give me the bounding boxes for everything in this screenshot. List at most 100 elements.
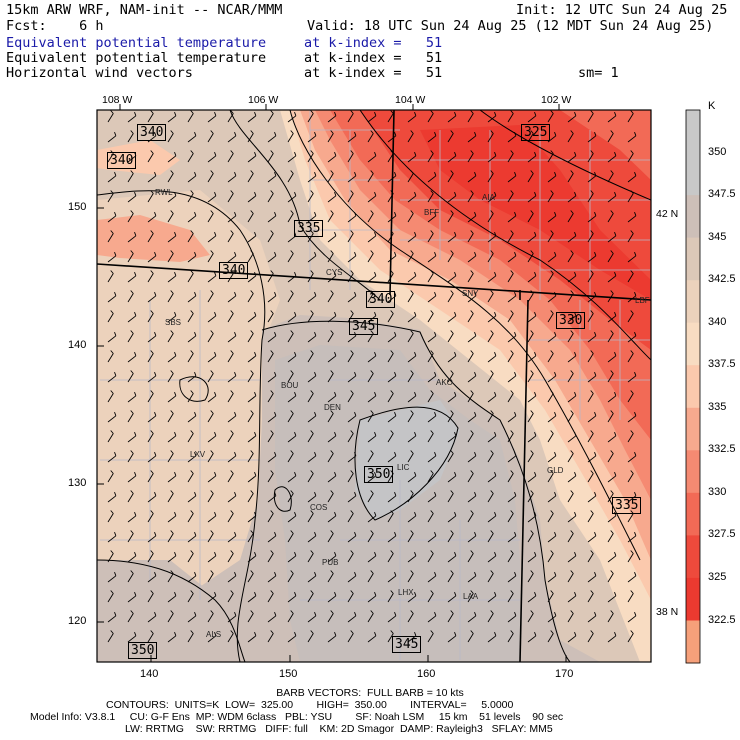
- wind-barb: [147, 615, 157, 623]
- wind-barb: [267, 535, 277, 543]
- wind-barb: [147, 433, 154, 443]
- wind-barb: [387, 335, 397, 343]
- wind-barb: [227, 455, 237, 463]
- wind-barb: [387, 313, 394, 323]
- wind-barb-flag: [130, 330, 134, 334]
- wind-barb: [507, 353, 514, 363]
- wind-barb-flag: [290, 130, 294, 134]
- wind-barb: [567, 195, 577, 203]
- wind-barb-flag: [490, 170, 494, 174]
- wind-barb: [627, 255, 637, 263]
- wind-barb-flag: [134, 431, 137, 436]
- wind-barb-flag: [334, 231, 337, 236]
- wind-barb-flag: [350, 390, 354, 394]
- wind-barb-flag: [290, 370, 294, 374]
- wind-barb: [167, 133, 174, 143]
- wind-barb: [627, 575, 637, 583]
- wind-barb-flag: [554, 571, 557, 576]
- wind-barb-flag: [554, 291, 557, 296]
- wind-barb: [127, 533, 134, 543]
- wind-barb-flag: [134, 271, 137, 276]
- wind-barb-flag: [570, 250, 574, 254]
- wind-barb: [227, 295, 237, 303]
- wind-barb-flag: [154, 331, 157, 336]
- wind-barb-flag: [250, 130, 254, 134]
- wind-barb-flag: [430, 150, 434, 154]
- wind-barb-flag: [194, 371, 197, 376]
- x-tick-160: 160: [417, 668, 436, 680]
- wind-barb-flag: [110, 630, 114, 634]
- wind-barb-flag: [294, 471, 297, 476]
- wind-barb: [247, 373, 254, 383]
- wind-barb: [567, 395, 577, 403]
- wind-barb: [467, 375, 477, 383]
- wind-barb-flag: [634, 611, 637, 616]
- wind-barb-flag: [194, 451, 197, 456]
- wind-barb: [407, 275, 417, 283]
- wind-barb-flag: [454, 391, 457, 396]
- wind-barb-flag: [430, 550, 434, 554]
- field-2-name: Equivalent potential temperature: [6, 50, 267, 66]
- wind-barb: [387, 415, 397, 423]
- wind-barb: [607, 155, 617, 163]
- colorbar-swatch: [686, 195, 700, 239]
- wind-barb: [207, 315, 217, 323]
- wind-barb-flag: [614, 311, 617, 316]
- wind-barb: [307, 135, 317, 143]
- wind-barb: [147, 175, 157, 183]
- wind-barb-flag: [590, 110, 594, 114]
- wind-barb-flag: [114, 331, 117, 336]
- wind-barb: [447, 373, 454, 383]
- wind-barb-flag: [414, 511, 417, 516]
- wind-barb-flag: [474, 531, 477, 536]
- wind-barb: [147, 455, 157, 463]
- lat-label-38n: 38 N: [656, 606, 679, 618]
- wind-barb: [307, 113, 314, 123]
- wind-barb-flag: [250, 570, 254, 574]
- wind-barb-flag: [374, 631, 377, 636]
- wind-barb-flag: [130, 570, 134, 574]
- wind-barb: [167, 155, 177, 163]
- wind-barb-flag: [630, 150, 634, 154]
- wind-barb-flag: [510, 150, 514, 154]
- colorbar-level-label: 330: [708, 485, 727, 498]
- wind-barb: [487, 115, 497, 123]
- wind-barb: [367, 355, 377, 363]
- wind-barb-flag: [574, 231, 577, 236]
- wind-barb: [127, 435, 137, 443]
- wind-barb-flag: [550, 230, 554, 234]
- wind-barb-flag: [350, 230, 354, 234]
- wind-barb-flag: [290, 290, 294, 294]
- wind-barb: [427, 215, 437, 223]
- wind-barb: [127, 613, 134, 623]
- wind-barb-flag: [310, 270, 314, 274]
- wind-barb: [627, 415, 637, 423]
- wind-barb: [527, 333, 534, 343]
- wind-barb: [407, 533, 414, 543]
- wind-barb: [107, 273, 114, 283]
- wind-barb: [267, 575, 277, 583]
- wind-barb-flag: [194, 491, 197, 496]
- wind-barb: [587, 473, 594, 483]
- station-label: ALS: [206, 630, 222, 639]
- colorbar-level-label: 325: [708, 570, 727, 583]
- wind-barb-flag: [430, 270, 434, 274]
- wind-barb: [507, 135, 517, 143]
- wind-barb-flag: [590, 630, 594, 634]
- wind-barb: [367, 293, 374, 303]
- wind-barb: [127, 493, 134, 503]
- wind-barb: [167, 475, 177, 483]
- wind-barb-flag: [170, 170, 174, 174]
- wind-barb: [547, 553, 554, 563]
- wind-barb-flag: [254, 471, 257, 476]
- wind-barb: [427, 615, 437, 623]
- wind-barb: [247, 213, 254, 223]
- wind-barb-flag: [214, 551, 217, 556]
- wind-barb: [287, 573, 294, 583]
- wind-barb-flag: [110, 110, 114, 114]
- wind-barb: [267, 353, 274, 363]
- wind-barb: [567, 115, 577, 123]
- wind-barb: [247, 613, 254, 623]
- wind-barb: [367, 555, 377, 563]
- wind-barb-flag: [210, 250, 214, 254]
